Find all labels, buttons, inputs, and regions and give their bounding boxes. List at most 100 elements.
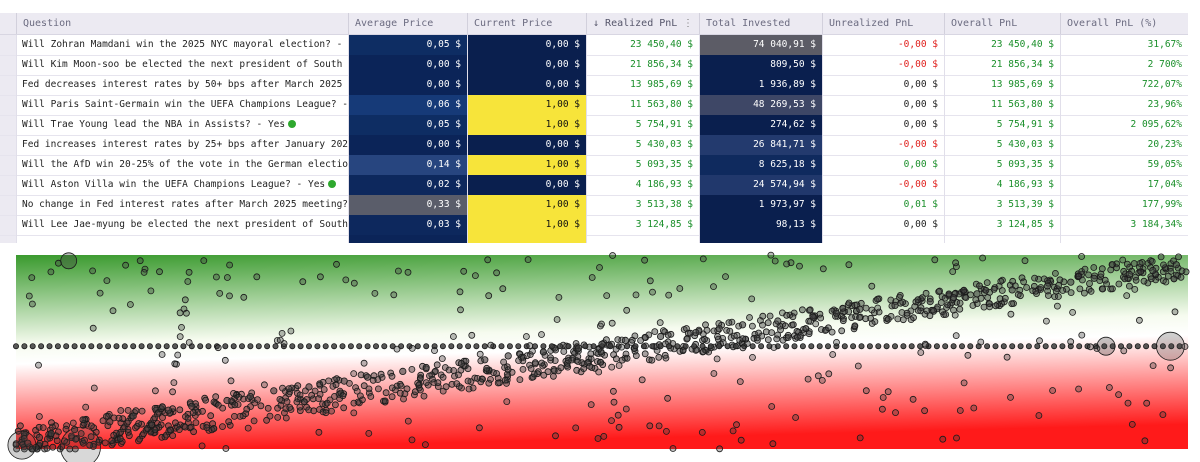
data-point [55,428,62,436]
data-point [977,294,985,302]
table-row[interactable]: Will Aston Villa win the UEFA Champions … [0,175,1188,196]
table-row[interactable]: Will Paris Saint-Germain win the UEFA Ch… [0,95,1188,116]
cell-text: 0,00 $ [545,79,580,90]
data-point [762,328,770,336]
data-point [1136,259,1144,267]
data-point [1051,343,1058,350]
data-point [365,429,373,437]
data-point [791,343,798,350]
data-point [205,343,212,350]
data-point [475,424,483,432]
column-header-cur[interactable]: Current Price [467,13,586,34]
data-point [342,276,350,284]
data-point [538,359,546,367]
data-point [71,445,79,453]
data-point [1032,287,1040,295]
data-point [226,421,234,429]
data-point [465,385,473,393]
data-point [360,382,368,390]
data-point [1143,399,1151,407]
table-row[interactable]: Will Kim Moon-soo be elected the next pr… [0,55,1188,76]
data-point [960,379,968,387]
data-point [764,336,772,344]
data-point [845,261,853,269]
column-header-avg[interactable]: Average Price [348,13,467,34]
table-row[interactable] [0,235,1188,243]
data-point [226,261,234,269]
column-header-overall_pct[interactable]: Overall PnL (%) [1060,13,1188,34]
cell-text: 0,00 $ [545,59,580,70]
data-point [339,392,347,400]
data-point [80,343,87,350]
column-header-realized[interactable]: ↓ Realized PnL ⋮ [586,13,699,34]
data-point-large [60,426,101,462]
data-point [783,260,790,268]
data-point [524,256,532,264]
table-row[interactable]: Fed decreases interest rates by 50+ bps … [0,75,1188,96]
data-point [212,273,220,281]
data-point [722,273,729,281]
data-point [540,343,547,350]
data-point [758,343,765,350]
data-point [169,388,177,396]
table-row[interactable]: Will Lee Jae-myung be elected the next p… [0,215,1188,236]
column-header-invested[interactable]: Total Invested [699,13,822,34]
data-point [622,405,630,413]
data-point [109,307,117,315]
data-point [956,407,964,414]
table-row[interactable]: Will Zohran Mamdani win the 2025 NYC may… [0,35,1188,56]
data-point [255,343,262,350]
data-point [983,279,991,286]
data-point [1003,353,1011,361]
column-menu-icon[interactable]: ⋮ [683,18,693,29]
data-point [484,256,492,264]
data-point [917,349,925,356]
cell-text: 0,00 $ [903,219,938,230]
column-header-overall[interactable]: Overall PnL [944,13,1060,34]
data-point [586,363,594,370]
cell-text: 0,14 $ [426,159,461,170]
table-row[interactable]: No change in Fed interest rates after Ma… [0,195,1188,216]
data-point [996,295,1004,303]
data-point [322,343,329,350]
data-point [264,404,272,412]
data-point [231,401,239,409]
cell-question: Will Zohran Mamdani win the 2025 NYC may… [16,35,348,55]
data-point [464,377,472,385]
data-point [171,419,179,427]
data-point [498,343,505,350]
data-point [164,406,172,414]
data-point [423,343,430,350]
data-point [25,292,33,300]
column-header-question[interactable]: Question [16,13,348,34]
data-point [1018,274,1026,282]
data-point [1060,278,1068,286]
data-point [982,286,990,294]
data-point [464,365,472,373]
data-point [264,343,271,350]
data-point [62,425,70,433]
data-point [597,348,605,356]
column-header-label: Average Price [355,18,434,29]
data-point [1069,309,1076,316]
table-row[interactable]: Fed increases interest rates by 25+ bps … [0,135,1188,156]
data-point [162,431,170,439]
cell-unrealized: -0,00 $ [822,175,944,195]
cell-cur: 1,00 $ [467,95,586,115]
data-point [632,291,640,299]
table-row[interactable]: Will the AfD win 20-25% of the vote in t… [0,155,1188,176]
cell-unrealized: 0,01 $ [822,195,944,215]
data-point [868,282,876,290]
cell-cur: 1,00 $ [467,115,586,135]
data-point [439,373,447,381]
data-point [699,255,707,263]
data-point [655,353,663,361]
data-point [1081,265,1089,273]
data-point [796,262,803,270]
cell-text: -0,00 $ [897,39,938,50]
table-row[interactable]: Will Trae Young lead the NBA in Assists?… [0,115,1188,136]
column-header-unrealized[interactable]: Unrealized PnL [822,13,944,34]
cell-invested: 26 841,71 $ [699,135,822,155]
data-point [749,354,756,361]
data-point [519,354,527,361]
